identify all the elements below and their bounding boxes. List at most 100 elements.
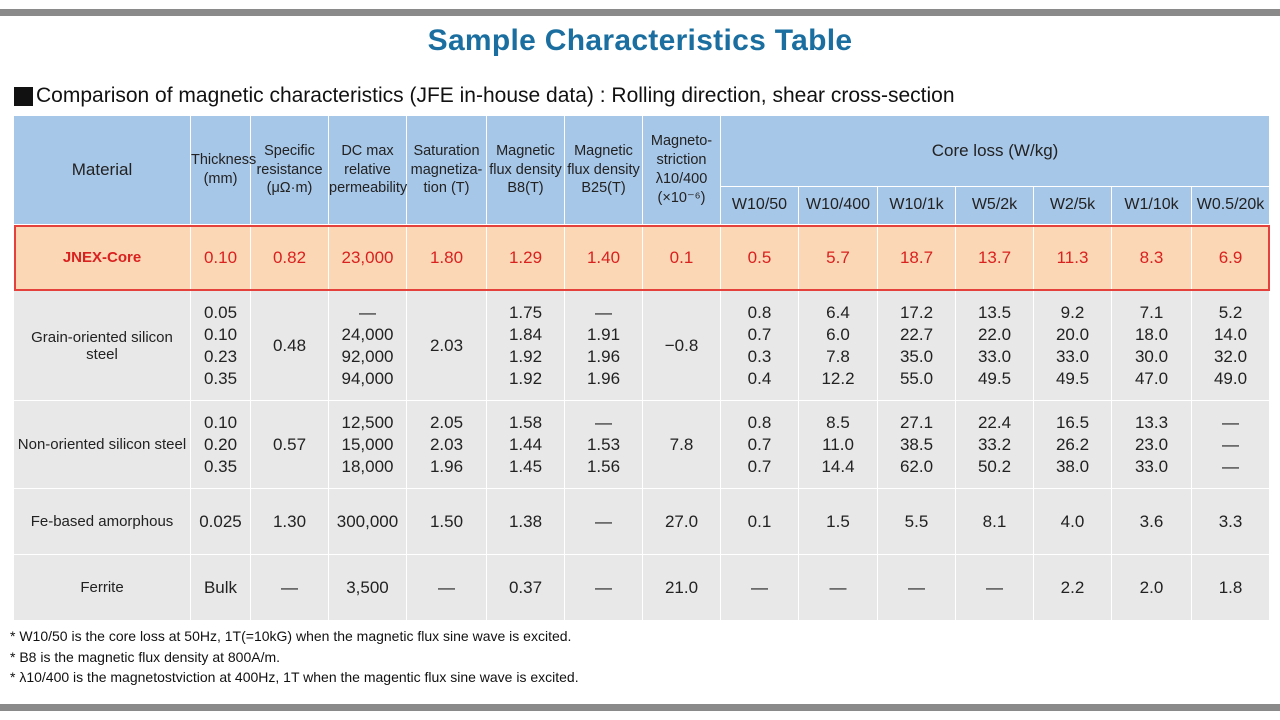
saturation-magnetization-cell: 1.80 [406,224,487,291]
core-loss-w0-5-20k-cell: 3.3 [1190,488,1271,555]
header-core-loss-w1-10k: W1/10k [1111,186,1192,225]
square-bullet-icon [14,86,33,106]
magnetostriction-cell: 7.8 [642,400,721,489]
core-loss-w10-1k-cell: 18.7 [877,224,956,291]
magnetostriction-cell: −0.8 [642,290,721,401]
core-loss-w10-50-cell: 0.5 [720,224,799,291]
saturation-magnetization-cell: 2.03 [406,290,487,401]
thickness-cell: 0.10 [190,224,251,291]
header-core-loss-w5-2k: W5/2k [955,186,1034,225]
saturation-magnetization-cell: 1.50 [406,488,487,555]
footnote-b8: * B8 is the magnetic flux density at 800… [10,648,281,665]
core-loss-w10-1k-cell: 27.1 38.5 62.0 [877,400,956,489]
saturation-magnetization-cell: — [406,554,487,621]
page-title: Sample Characteristics Table [427,24,853,57]
magnetostriction-cell: 27.0 [642,488,721,555]
core-loss-w10-50-cell: 0.8 0.7 0.3 0.4 [720,290,799,401]
dc-max-permeability-cell: 23,000 [328,224,407,291]
core-loss-w5-2k-cell: 13.5 22.0 33.0 49.5 [955,290,1034,401]
core-loss-w10-50-cell: — [720,554,799,621]
flux-density-b25-cell: — 1.53 1.56 [564,400,643,489]
core-loss-w2-5k-cell: 2.2 [1033,554,1112,621]
core-loss-w5-2k-cell: — [955,554,1034,621]
footnote-core-loss: * W10/50 is the core loss at 50Hz, 1T(=1… [10,628,572,644]
table-row: Fe-based amorphous 0.025 1.30 300,000 1.50 1.… [13,488,1271,555]
saturation-magnetization-cell: 2.05 2.03 1.96 [406,400,487,489]
core-loss-w10-1k-cell: 17.2 22.7 35.0 55.0 [877,290,956,401]
dc-max-permeability-cell: 3,500 [328,554,407,621]
dc-max-permeability-cell: — 24,000 92,000 94,000 [328,290,407,401]
core-loss-w10-400-cell: 8.5 11.0 14.4 [798,400,878,489]
footnote-magnetostriction: * λ10/400 is the magnetostviction at 400… [10,669,579,685]
core-loss-w5-2k-cell: 22.4 33.2 50.2 [955,400,1034,489]
header-saturation-magnetization: Saturation magnetiza-tion (T) [406,115,487,225]
core-loss-w1-10k-cell: 3.6 [1111,488,1192,555]
header-core-loss-w10-50: W10/50 [720,186,799,225]
core-loss-w10-400-cell: 6.4 6.0 7.8 12.2 [798,290,878,401]
table-caption-text: Comparison of magnetic characteristics (… [36,84,955,107]
core-loss-w0-5-20k-cell: — — — [1190,400,1271,489]
flux-density-b25-cell: — [564,488,643,555]
core-loss-w10-1k-cell: 5.5 [877,488,956,555]
core-loss-w2-5k-cell: 4.0 [1033,488,1112,555]
header-thickness: Thickness (mm) [190,115,256,225]
table-row: Non-oriented silicon steel 0.10 0.20 0.35… [13,400,1271,489]
table-row: Grain-oriented silicon steel 0.05 0.10 0.… [13,290,1271,401]
header-core-loss: Core loss (W/kg) [719,115,1271,187]
core-loss-w2-5k-cell: 11.3 [1033,224,1112,291]
dc-max-permeability-cell: 12,500 15,000 18,000 [328,400,407,489]
specific-resistance-cell: 0.48 [250,290,329,401]
dc-max-permeability-cell: 300,000 [328,488,407,555]
thickness-cell: 0.10 0.20 0.35 [190,400,251,489]
core-loss-w10-50-cell: 0.8 0.7 0.7 [720,400,799,489]
core-loss-w1-10k-cell: 8.3 [1111,224,1192,291]
material-cell: Grain-oriented silicon steel [13,290,191,401]
header-material: Material [13,115,191,225]
specific-resistance-cell: 0.82 [250,224,329,291]
core-loss-w10-50-cell: 0.1 [720,488,799,555]
core-loss-w0-5-20k-cell: 5.2 14.0 32.0 49.0 [1190,290,1271,401]
flux-density-b8-cell: 1.29 [486,224,565,291]
header-core-loss-w2-5k: W2/5k [1033,186,1112,225]
header-core-loss-w0-5-20k: W0.5/20k [1190,186,1271,225]
core-loss-w1-10k-cell: 13.3 23.0 33.0 [1111,400,1192,489]
core-loss-w10-400-cell: 1.5 [798,488,878,555]
specific-resistance-cell: 0.57 [250,400,329,489]
flux-density-b8-cell: 1.58 1.44 1.45 [486,400,565,489]
characteristics-table: Material Thickness (mm) Specific resistanc… [13,115,1271,621]
core-loss-w10-400-cell: — [798,554,878,621]
flux-density-b25-cell: — [564,554,643,621]
thickness-cell: 0.025 [190,488,251,555]
flux-density-b8-cell: 1.38 [486,488,565,555]
flux-density-b8-cell: 1.75 1.84 1.92 1.92 [486,290,565,401]
core-loss-w2-5k-cell: 16.5 26.2 38.0 [1033,400,1112,489]
magnetostriction-cell: 21.0 [642,554,721,621]
core-loss-w0-5-20k-cell: 1.8 [1190,554,1271,621]
core-loss-w10-1k-cell: — [877,554,956,621]
magnetostriction-cell: 0.1 [642,224,721,291]
core-loss-w10-400-cell: 5.7 [798,224,878,291]
material-cell: Fe-based amorphous [13,488,191,555]
flux-density-b25-cell: 1.40 [564,224,643,291]
flux-density-b25-cell: — 1.91 1.96 1.96 [564,290,643,401]
material-cell: JNEX-Core [13,224,191,291]
core-loss-w5-2k-cell: 8.1 [955,488,1034,555]
footnotes: * W10/50 is the core loss at 50Hz, 1T(=1… [10,626,579,688]
thickness-cell: 0.05 0.10 0.23 0.35 [190,290,251,401]
thickness-cell: Bulk [190,554,251,621]
top-rule [0,9,1280,16]
specific-resistance-cell: 1.30 [250,488,329,555]
core-loss-w5-2k-cell: 13.7 [955,224,1034,291]
header-flux-density-b25: Magnetic flux density B25(T) [564,115,643,225]
core-loss-w1-10k-cell: 7.1 18.0 30.0 47.0 [1111,290,1192,401]
material-cell: Ferrite [13,554,191,621]
table-row: Ferrite Bulk —3,500—0.37—21.0— — — —2.2 2.0 1.8 [13,554,1271,621]
specific-resistance-cell: — [250,554,329,621]
header-specific-resistance: Specific resistance (μΩ·m) [250,115,329,225]
header-core-loss-w10-1k: W10/1k [877,186,956,225]
core-loss-w2-5k-cell: 9.2 20.0 33.0 49.5 [1033,290,1112,401]
material-cell: Non-oriented silicon steel [13,400,191,489]
header-core-loss-w10-400: W10/400 [798,186,878,225]
bottom-rule [0,704,1280,711]
header-flux-density-b8: Magnetic flux density B8(T) [486,115,565,225]
